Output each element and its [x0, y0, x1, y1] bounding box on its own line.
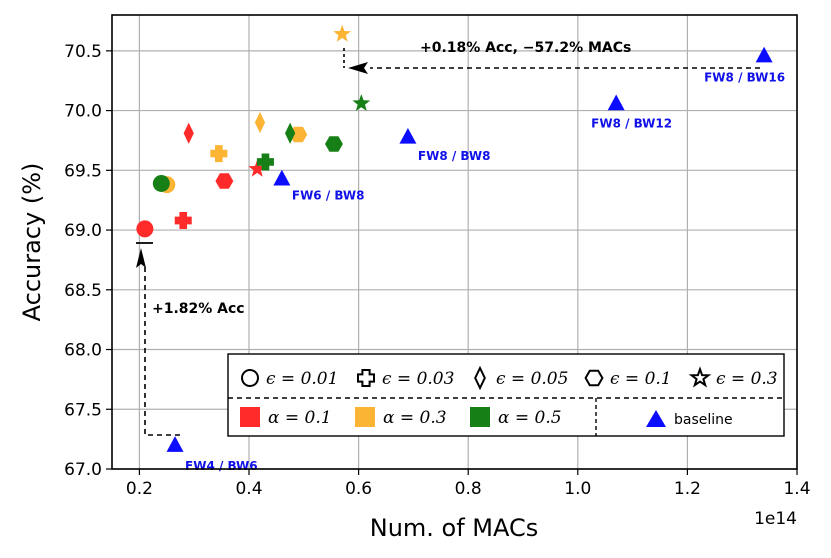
legend: ϵ = 0.01 ϵ = 0.03 ϵ = 0.05 ϵ = 0.1 ϵ = 0.3 α… [227, 353, 785, 437]
x-tick-label: 0.8 [455, 479, 482, 499]
legend-epsilon-label: ϵ = 0.05 [496, 369, 568, 389]
data-point-star [248, 159, 267, 177]
legend-alpha-row: α = 0.1 α = 0.3 α = 0.5 [240, 407, 562, 428]
legend-alpha-swatch [470, 407, 490, 427]
grid-lines [112, 15, 798, 470]
y-tick-label: 67.5 [64, 400, 102, 420]
data-point-triangle [166, 436, 184, 452]
baseline-labels: FW4 / BW6 FW6 / BW8 FW8 / BW8 FW8 / BW12 FW8… [185, 71, 785, 473]
top-annotation-text: +0.18% Acc, −57.2% MACs [420, 40, 631, 56]
legend-marker-star [688, 366, 712, 388]
data-point-diamond [183, 122, 194, 144]
y-tick-label: 67.0 [64, 460, 102, 480]
legend-alpha-label: α = 0.5 [498, 408, 562, 428]
legend-alpha-label: α = 0.1 [268, 408, 332, 428]
y-axis-label: Accuracy (%) [18, 163, 46, 322]
legend-marker-plus [357, 369, 375, 387]
legend-alpha-swatch [355, 407, 375, 427]
baseline-point-label: FW8 / BW12 [591, 116, 672, 130]
legend-marker-circle [241, 369, 259, 387]
bottom-annotation-text: +1.82% Acc [152, 301, 245, 317]
data-point-circle [152, 174, 170, 192]
legend-baseline-label: baseline [674, 412, 733, 428]
baseline-point-label: FW4 / BW6 [185, 459, 258, 473]
y-tick-label: 69.0 [64, 221, 102, 241]
data-point-diamond [285, 122, 296, 144]
data-point-star [333, 24, 352, 42]
bottom-annotation-dashed-line [144, 265, 180, 436]
data-point-triangle [755, 46, 773, 63]
legend-alpha-label: α = 0.3 [383, 408, 447, 428]
legend-marker-hexagon [584, 369, 604, 387]
data-points [136, 24, 773, 452]
data-point-circle [136, 220, 154, 238]
legend-epsilon-label: ϵ = 0.1 [610, 369, 672, 389]
baseline-point-label: FW8 / BW8 [418, 149, 491, 163]
annotation-layer: +0.18% Acc, −57.2% MACs +1.82% Acc [136, 40, 760, 436]
legend-alpha-swatch [240, 407, 260, 427]
x-axis-offset-label: 1e14 [754, 509, 797, 529]
x-axis-label: Num. of MACs [370, 514, 539, 542]
data-point-plus [256, 153, 274, 171]
y-tick-label: 69.5 [64, 161, 102, 181]
data-point-triangle [607, 94, 625, 111]
y-tick-label: 68.0 [64, 341, 102, 361]
legend-epsilon-row: ϵ = 0.01 ϵ = 0.03 ϵ = 0.05 ϵ = 0.1 ϵ = 0.3 [241, 365, 778, 391]
y-tick-label: 70.0 [64, 102, 102, 122]
legend-box [227, 353, 785, 437]
y-tick-label: 68.5 [64, 281, 102, 301]
x-tick-label: 1.4 [783, 479, 810, 499]
x-tick-label: 0.6 [345, 479, 372, 499]
data-point-triangle [273, 169, 291, 186]
legend-baseline-marker [646, 410, 666, 427]
x-tick-label: 1.0 [564, 479, 591, 499]
data-point-triangle [399, 127, 417, 144]
legend-marker-diamond [474, 365, 486, 391]
bottom-annotation-arrowhead [136, 248, 146, 268]
data-point-diamond [254, 111, 266, 134]
x-tick-label: 0.2 [126, 479, 153, 499]
legend-epsilon-label: ϵ = 0.03 [382, 369, 454, 389]
data-point-plus [174, 211, 192, 229]
x-tick-label: 1.2 [674, 479, 701, 499]
baseline-point-label: FW8 / BW16 [704, 71, 785, 85]
baseline-point-label: FW6 / BW8 [292, 189, 365, 203]
legend-epsilon-label: ϵ = 0.3 [716, 369, 778, 389]
data-point-plus [210, 145, 228, 163]
data-point-hexagon [325, 136, 343, 152]
legend-epsilon-label: ϵ = 0.01 [266, 369, 338, 389]
x-tick-label: 0.4 [235, 479, 262, 499]
data-point-hexagon [215, 173, 234, 189]
y-tick-label: 70.5 [64, 42, 102, 62]
top-annotation-arrowhead [348, 62, 368, 74]
axis-ticks: 0.2 0.4 0.6 0.8 1.0 1.2 1.4 67.0 67.5 68.0 68.5 69.… [64, 42, 810, 499]
data-point-star [352, 94, 371, 111]
plot-frame [111, 14, 798, 470]
